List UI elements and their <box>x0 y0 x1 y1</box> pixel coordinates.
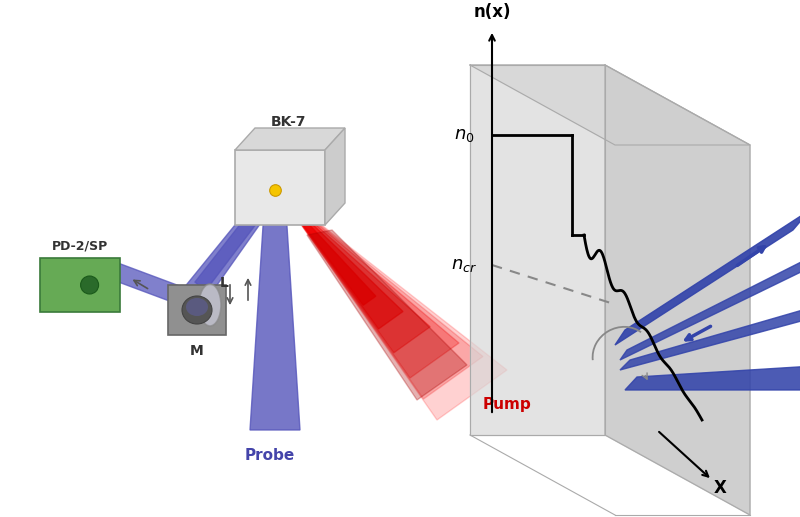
Text: $n_{cr}$: $n_{cr}$ <box>451 256 477 274</box>
Polygon shape <box>620 255 800 360</box>
Polygon shape <box>277 190 403 329</box>
Bar <box>235 150 325 225</box>
Text: BK-7: BK-7 <box>270 115 306 129</box>
Polygon shape <box>105 263 185 302</box>
Ellipse shape <box>182 296 212 324</box>
Polygon shape <box>605 65 750 515</box>
Polygon shape <box>620 305 800 370</box>
Text: X: X <box>714 479 726 497</box>
Point <box>269 186 282 194</box>
Polygon shape <box>277 190 430 353</box>
Polygon shape <box>250 195 300 430</box>
Bar <box>168 285 226 335</box>
Ellipse shape <box>81 276 98 294</box>
Polygon shape <box>277 190 376 305</box>
Polygon shape <box>625 365 800 390</box>
Ellipse shape <box>199 284 221 326</box>
Text: Pump: Pump <box>482 398 531 413</box>
Polygon shape <box>615 210 800 345</box>
Polygon shape <box>235 128 345 150</box>
Polygon shape <box>307 230 467 400</box>
Polygon shape <box>470 65 605 435</box>
Polygon shape <box>277 190 507 420</box>
Text: Probe: Probe <box>245 448 295 463</box>
Text: M: M <box>190 344 204 358</box>
Polygon shape <box>470 65 750 145</box>
Polygon shape <box>325 128 345 225</box>
Text: n(x): n(x) <box>474 3 510 21</box>
Polygon shape <box>170 193 272 318</box>
Polygon shape <box>277 190 459 378</box>
Text: PD-2/SP: PD-2/SP <box>52 239 108 252</box>
Ellipse shape <box>186 298 208 316</box>
Polygon shape <box>195 190 277 295</box>
Text: L: L <box>219 276 229 290</box>
Text: $n_0$: $n_0$ <box>454 126 474 144</box>
Polygon shape <box>277 190 483 399</box>
Bar <box>40 258 120 312</box>
